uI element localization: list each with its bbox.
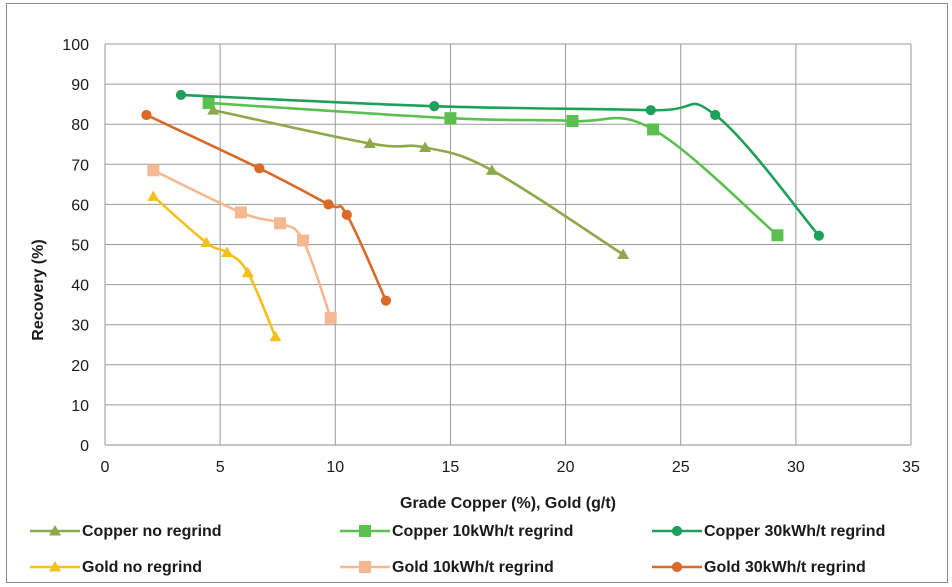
data-point — [359, 525, 371, 537]
data-point — [324, 311, 337, 324]
legend-item: Copper no regrind — [30, 523, 222, 540]
y-tick-label: 0 — [80, 438, 89, 455]
data-point — [221, 246, 234, 258]
legend-label: Gold 10kWh/t regrind — [392, 559, 554, 576]
series-line — [208, 101, 779, 237]
data-point — [444, 112, 457, 125]
y-tick-label: 60 — [71, 197, 89, 214]
data-point — [323, 199, 334, 210]
data-point — [671, 525, 683, 537]
data-point — [202, 96, 215, 109]
data-point — [429, 101, 440, 112]
y-tick-label: 80 — [71, 117, 89, 134]
data-point — [771, 229, 784, 242]
x-tick-label: 5 — [216, 459, 225, 476]
x-tick-label: 10 — [326, 459, 344, 476]
legend-label: Copper no regrind — [82, 523, 222, 540]
series-gold-10kwh-t-regrind — [147, 164, 337, 324]
data-point — [419, 141, 432, 152]
y-tick-label: 50 — [71, 238, 89, 255]
x-tick-label: 25 — [672, 459, 690, 476]
data-point — [49, 561, 61, 572]
data-point — [671, 561, 683, 573]
y-axis-title: Recovery (%) — [30, 239, 47, 340]
data-point — [200, 236, 213, 247]
data-point — [241, 266, 254, 278]
x-tick-label: 20 — [557, 459, 575, 476]
x-tick-label: 35 — [902, 459, 920, 476]
legend-item: Gold 10kWh/t regrind — [340, 559, 554, 576]
data-point — [359, 561, 371, 573]
legend-label: Gold 30kWh/t regrind — [704, 559, 866, 576]
series-gold-30kwh-t-regrind — [141, 109, 392, 306]
legend-item: Gold no regrind — [30, 559, 202, 576]
data-point — [485, 164, 498, 175]
data-point — [297, 234, 310, 247]
legend: Copper no regrind Copper 10kWh/t regrind C… — [30, 523, 885, 576]
series-line — [180, 93, 820, 237]
series-copper-no-regrind — [207, 104, 630, 260]
data-point — [380, 295, 392, 306]
data-point — [254, 163, 265, 174]
series-group — [141, 89, 824, 342]
data-point — [49, 525, 61, 536]
series-line — [145, 113, 388, 302]
series-line — [212, 108, 624, 256]
data-point — [710, 109, 721, 121]
x-axis-title: Grade Copper (%), Gold (g/t) — [400, 495, 616, 512]
y-tick-label: 100 — [62, 37, 89, 54]
data-point — [147, 164, 160, 177]
legend-item: Gold 30kWh/t regrind — [652, 559, 866, 576]
data-point — [269, 330, 282, 342]
data-point — [234, 206, 247, 219]
data-point — [175, 89, 187, 101]
data-point — [274, 217, 287, 230]
x-tick-label: 30 — [787, 459, 805, 476]
data-point — [207, 104, 220, 115]
legend-label: Copper 10kWh/t regrind — [392, 523, 573, 540]
data-point — [566, 114, 579, 127]
series-copper-10kwh-t-regrind — [202, 96, 784, 242]
y-tick-label: 20 — [71, 358, 89, 375]
data-point — [341, 209, 352, 220]
data-point — [147, 190, 160, 201]
data-point — [645, 105, 656, 116]
legend-item: Copper 30kWh/t regrind — [652, 523, 885, 540]
series-copper-30kwh-t-regrind — [175, 89, 824, 241]
x-tick-label: 15 — [442, 459, 460, 476]
data-point — [647, 123, 660, 136]
y-tick-label: 90 — [71, 77, 89, 94]
data-point — [141, 109, 152, 121]
legend-item: Copper 10kWh/t regrind — [340, 523, 573, 540]
legend-label: Gold no regrind — [82, 559, 202, 576]
legend-label: Copper 30kWh/t regrind — [704, 523, 885, 540]
y-axis-ticks: 0 10 20 30 40 50 60 70 80 90 100 — [62, 37, 89, 455]
x-axis-ticks: 0 5 10 15 20 25 30 35 — [101, 459, 920, 476]
y-tick-label: 40 — [71, 278, 89, 295]
data-point — [617, 248, 630, 260]
series-gold-no-regrind — [147, 190, 282, 342]
data-point — [363, 137, 376, 148]
y-tick-label: 10 — [71, 398, 89, 415]
x-tick-label: 0 — [101, 459, 110, 476]
y-tick-label: 70 — [71, 157, 89, 174]
data-point — [813, 230, 824, 241]
chart-frame — [6, 3, 948, 583]
y-tick-label: 30 — [71, 318, 89, 335]
